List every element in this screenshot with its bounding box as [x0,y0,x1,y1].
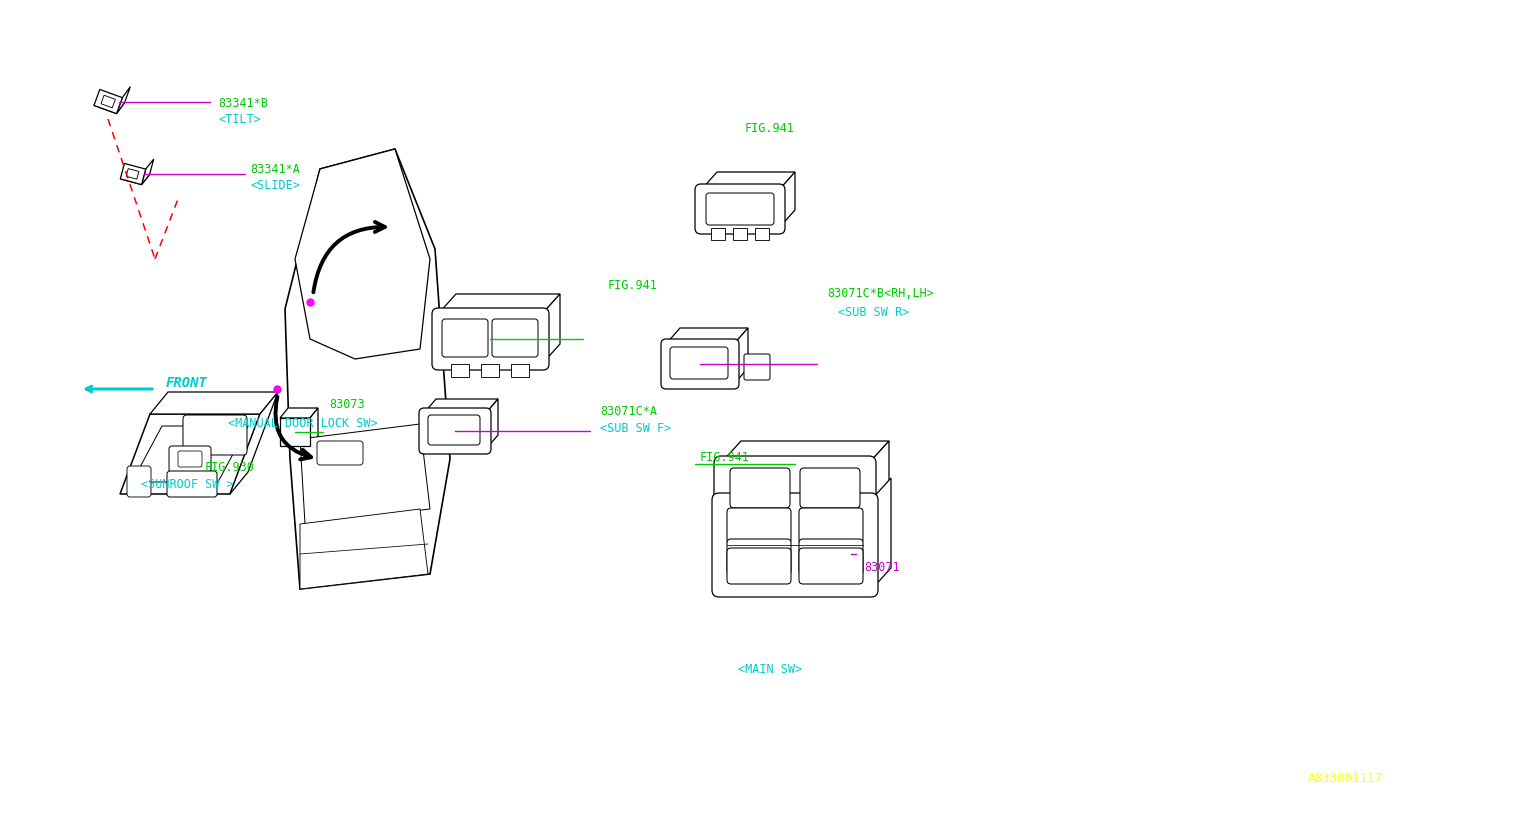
Polygon shape [701,173,795,191]
FancyBboxPatch shape [169,447,211,472]
FancyBboxPatch shape [441,319,488,357]
FancyBboxPatch shape [714,457,877,523]
Polygon shape [94,90,123,114]
Text: A833001117: A833001117 [1307,771,1383,784]
Polygon shape [871,479,891,590]
FancyBboxPatch shape [492,319,538,357]
FancyBboxPatch shape [317,442,363,466]
Polygon shape [541,294,560,365]
FancyBboxPatch shape [800,539,863,576]
Bar [280,418,311,447]
FancyBboxPatch shape [695,184,784,235]
Text: 83071C*B<RH,LH>: 83071C*B<RH,LH> [827,287,934,300]
Text: FIG.941: FIG.941 [700,450,749,463]
Text: <MAIN SW>: <MAIN SW> [738,662,803,675]
FancyBboxPatch shape [712,494,878,597]
Polygon shape [780,173,795,229]
Text: <MANUAL DOOR LOCK SW>: <MANUAL DOOR LOCK SW> [228,417,377,430]
Polygon shape [285,150,451,590]
Bar [755,229,769,241]
Polygon shape [300,424,431,524]
Polygon shape [231,393,278,495]
Text: <SUB SW F>: <SUB SW F> [600,421,671,434]
FancyBboxPatch shape [731,468,791,509]
Polygon shape [94,95,125,114]
FancyBboxPatch shape [800,509,863,544]
Polygon shape [721,442,889,463]
Text: 83341*B: 83341*B [218,97,268,110]
FancyArrowPatch shape [275,397,311,460]
Bar [481,365,498,378]
FancyBboxPatch shape [418,409,491,455]
Text: <SLIDE>: <SLIDE> [251,179,300,192]
Polygon shape [120,414,260,495]
Polygon shape [141,160,154,185]
Polygon shape [280,409,318,418]
Polygon shape [300,509,428,590]
FancyBboxPatch shape [661,340,738,390]
Polygon shape [438,294,560,314]
FancyBboxPatch shape [168,471,217,497]
Text: 83073: 83073 [329,397,365,410]
Bar [711,229,724,241]
FancyBboxPatch shape [744,355,771,380]
Polygon shape [869,442,889,515]
Polygon shape [151,393,278,414]
Polygon shape [311,409,318,447]
FancyBboxPatch shape [800,468,860,509]
Bar [734,229,747,241]
Bar [451,365,469,378]
FancyBboxPatch shape [800,548,863,585]
Text: FIG.941: FIG.941 [608,279,657,292]
Text: FIG.941: FIG.941 [744,122,794,135]
Text: FRONT: FRONT [166,375,208,389]
Polygon shape [117,88,131,114]
FancyBboxPatch shape [727,509,791,544]
Polygon shape [666,328,747,345]
FancyBboxPatch shape [727,548,791,585]
Polygon shape [120,165,146,185]
FancyArrowPatch shape [314,222,384,293]
Bar [511,365,529,378]
Text: <SUNROOF SW >: <SUNROOF SW > [141,477,234,490]
Text: FIG.930: FIG.930 [205,461,254,474]
Text: <TILT>: <TILT> [218,112,261,126]
Polygon shape [120,170,149,185]
FancyBboxPatch shape [183,415,248,456]
Polygon shape [734,328,747,385]
Text: 83071: 83071 [864,560,900,573]
Polygon shape [295,150,431,360]
Text: 83341*A: 83341*A [251,163,300,176]
FancyBboxPatch shape [727,539,791,576]
FancyBboxPatch shape [432,308,549,370]
Polygon shape [486,399,498,449]
Text: <SUB SW R>: <SUB SW R> [838,306,909,319]
FancyBboxPatch shape [128,466,151,497]
Text: 83071C*A: 83071C*A [600,404,657,418]
Polygon shape [424,399,498,414]
